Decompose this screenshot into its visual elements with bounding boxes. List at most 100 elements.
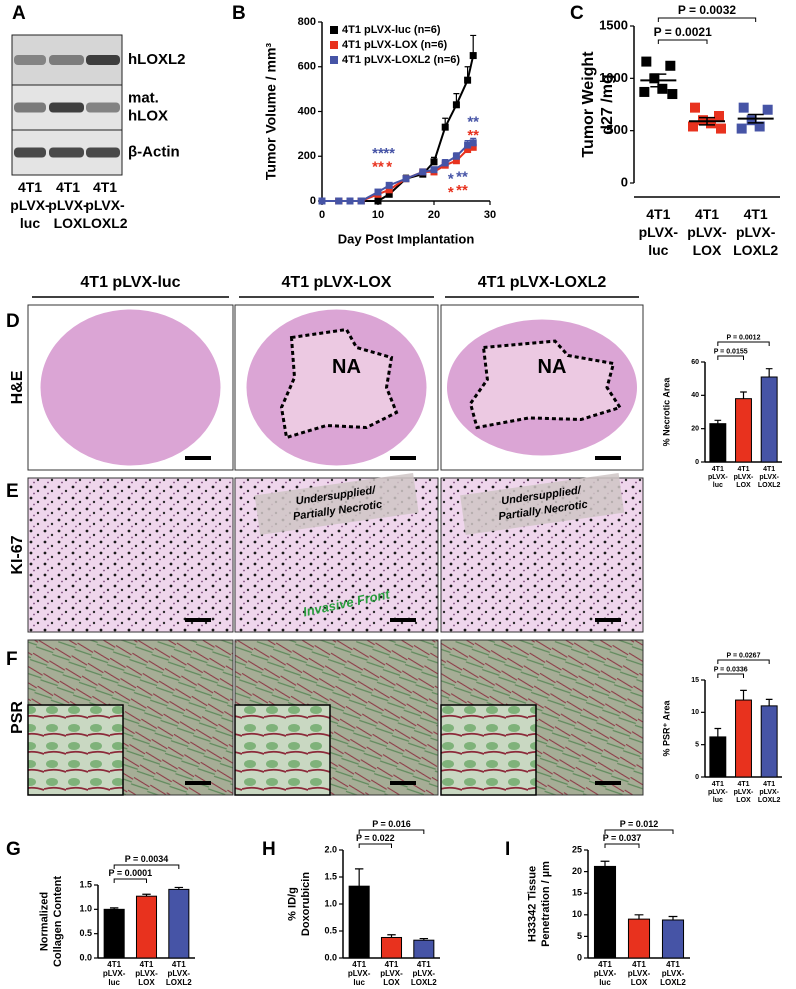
y-axis-title: % Necrotic Area <box>661 377 671 447</box>
bar <box>168 888 190 959</box>
y-axis-title: d27 /mg <box>599 74 616 134</box>
x-tick-label: 10 <box>372 209 384 221</box>
p-value-label: P = 0.0021 <box>654 25 712 39</box>
data-point <box>690 102 700 113</box>
significance-mark: * <box>448 184 454 201</box>
data-point <box>464 146 472 154</box>
y-axis-title: Doxorubicin <box>300 872 312 936</box>
error-bar <box>765 698 773 706</box>
p-value-label: P = 0.016 <box>372 819 411 829</box>
y-axis-title: Penetration / µm <box>540 861 552 947</box>
error-bar <box>747 113 764 124</box>
blot-band <box>49 102 84 113</box>
y-tick-label: 800 <box>298 16 316 28</box>
data-point <box>318 197 326 205</box>
y-tick-label: 20 <box>572 866 582 876</box>
p-value-label: P = 0.012 <box>620 819 659 829</box>
error-bar <box>142 893 151 897</box>
error-bar <box>714 727 722 737</box>
legend-label: 4T1 pLVX-luc (n=6) <box>342 24 441 36</box>
row-header: H&E <box>9 370 26 404</box>
error-bar <box>387 934 396 938</box>
necrotic-region <box>468 339 623 430</box>
comparison-bracket <box>717 341 770 346</box>
y-tick-label: 25 <box>572 844 582 854</box>
data-point <box>469 139 477 147</box>
bar <box>735 398 752 463</box>
blot-band <box>14 102 46 113</box>
y-tick-label: 1.0 <box>324 898 337 908</box>
panel-label: G <box>6 839 21 860</box>
blot-label: mat. <box>128 89 159 106</box>
comparison-bracket <box>113 878 147 883</box>
y-axis-title: Tumor Volume / mm³ <box>263 43 279 180</box>
undersupplied-zone: Undersupplied/Partially Necrotic <box>254 473 419 535</box>
blot-band <box>86 147 120 158</box>
y-tick-label: 0.0 <box>79 952 92 962</box>
y-tick-label: 0.5 <box>79 928 92 938</box>
bar <box>103 908 125 959</box>
y-axis-title: Collagen Content <box>52 876 64 967</box>
y-tick-label: 1000 <box>599 70 628 85</box>
y-tick-label: 0.0 <box>324 952 337 962</box>
data-point <box>441 159 449 167</box>
tumor-section <box>40 309 221 466</box>
panel-label: B <box>232 3 246 24</box>
comparison-bracket <box>657 17 757 22</box>
p-value-label: P = 0.0001 <box>109 868 153 878</box>
y-axis-title: H33342 Tissue <box>527 866 539 942</box>
panel-label: A <box>12 3 26 24</box>
data-point <box>419 168 427 176</box>
y-tick-label: 20 <box>691 426 699 433</box>
panel-label: D <box>6 311 20 332</box>
y-axis-title: Normalized <box>39 892 51 951</box>
error-bar <box>699 116 715 126</box>
blot-label: hLOX <box>128 107 168 124</box>
bar <box>760 376 778 463</box>
column-header: 4T1 pLVX-LOXL2 <box>478 274 607 291</box>
data-point <box>754 121 765 132</box>
comparison-bracket <box>358 829 425 834</box>
error-bar <box>765 368 773 377</box>
undersupplied-band <box>254 473 419 535</box>
error-bar <box>174 886 184 890</box>
data-point <box>746 115 757 126</box>
legend-marker <box>330 56 338 64</box>
blot-band <box>49 55 84 65</box>
y-tick-label: 5 <box>577 931 582 941</box>
significance-mark: ** <box>372 158 384 175</box>
significance-mark: * <box>386 158 392 175</box>
data-point <box>464 141 472 149</box>
y-axis-title: Tumor Weight <box>580 51 597 158</box>
psr-inset <box>440 704 537 796</box>
legend-label: 4T1 pLVX-LOXL2 (n=6) <box>342 54 460 66</box>
data-point <box>688 121 698 132</box>
y-tick-label: 500 <box>606 122 628 137</box>
x-tick-label: 30 <box>484 209 496 221</box>
bar <box>661 919 685 959</box>
x-axis-title: Day Post Implantation <box>338 231 475 246</box>
data-point <box>430 166 438 174</box>
data-point <box>357 197 365 205</box>
bar <box>760 705 778 778</box>
y-axis-title: % PSR⁺ Area <box>661 700 671 757</box>
panel-label: H <box>262 839 276 860</box>
y-tick-label: 200 <box>298 150 316 162</box>
data-point <box>738 102 749 113</box>
error-bar <box>634 914 644 920</box>
y-tick-label: 0 <box>310 195 316 207</box>
data-point <box>641 56 652 67</box>
significance-mark: ** <box>456 168 468 185</box>
y-tick-label: 0.5 <box>324 925 337 935</box>
comparison-bracket <box>604 829 674 834</box>
significance-mark: ** <box>467 114 479 131</box>
legend-marker <box>330 26 338 34</box>
bar <box>413 939 435 959</box>
blot-band <box>86 55 120 65</box>
y-tick-label: 40 <box>691 392 699 399</box>
data-point <box>452 101 460 109</box>
significance-mark: ** <box>456 182 468 199</box>
p-value-label: P = 0.0012 <box>727 335 761 342</box>
panel-label: F <box>6 649 18 670</box>
y-tick-label: 10 <box>691 709 699 716</box>
